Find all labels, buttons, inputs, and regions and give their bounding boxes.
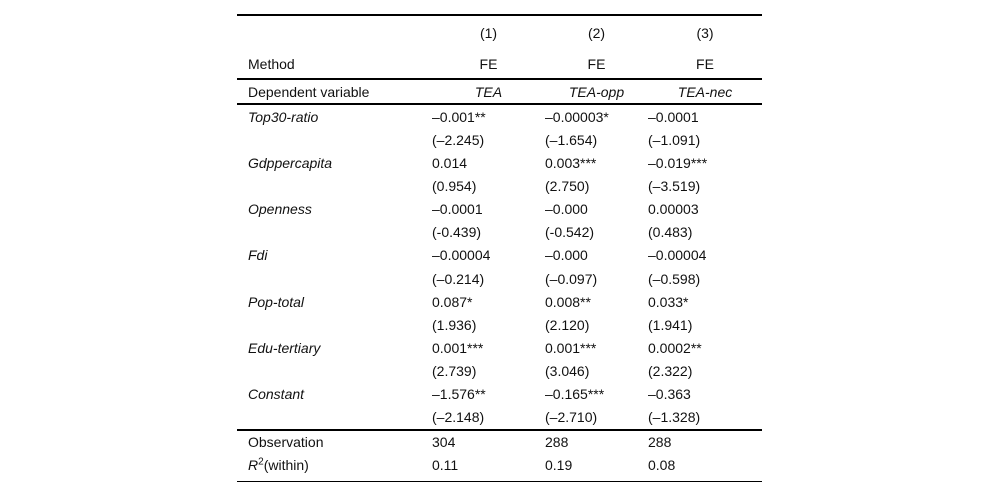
column-number-row: (1) (2) (3) [237,16,762,50]
variable-label: Openness [248,201,312,218]
variable-label: Gdppercapita [248,154,333,171]
table-row: (1.936) (2.120) (1.941) [237,313,762,336]
method-value: FE [587,56,606,72]
variable-label: Fdi [248,247,268,264]
method-label: Method [248,56,295,72]
top-rule [237,14,762,16]
r-squared-value: 0.11 [432,457,459,474]
table-row: Openness –0.0001 –0.000 0.00003 [237,198,762,221]
variable-label: Pop-total [248,293,305,310]
tstat-cell: (-0.542) [545,224,595,241]
footer-rule [237,428,762,431]
tstat-cell: (–2.148) [432,409,485,426]
coef-cell: –0.0001 [432,201,483,218]
observation-value: 288 [545,434,569,451]
dependent-variable-value: TEA [474,83,503,100]
coef-cell: 0.00003 [648,201,699,218]
table-row: Gdppercapita 0.014 0.003*** –0.019*** [237,151,762,174]
tstat-cell: (2.120) [545,316,590,333]
coef-cell: –0.363 [648,386,691,403]
observation-row: Observation 304 288 288 [237,431,762,454]
tstat-cell: (1.941) [648,316,693,333]
variable-label: Top30-ratio [248,108,319,125]
bottom-rule [237,480,762,483]
dependent-variable-value: TEA-nec [677,83,733,100]
table-row: (0.954) (2.750) (–3.519) [237,174,762,197]
method-value: FE [479,56,498,72]
tstat-cell: (-0.439) [432,224,482,241]
r-squared-label: R2(within) [237,457,432,473]
r-squared-value: 0.19 [545,457,573,474]
coef-cell: –0.000 [545,247,588,264]
table-row: (–2.148) (–2.710) (–1.328) [237,406,762,429]
coef-cell: –0.001** [432,108,486,125]
coef-cell: 0.008** [545,293,591,310]
column-number: (3) [696,25,714,41]
table-row: Top30-ratio –0.001** –0.00003* –0.0001 [237,105,762,128]
coef-cell: –0.019*** [648,154,708,171]
tstat-cell: (–2.245) [432,131,485,148]
tstat-cell: (2.750) [545,177,590,194]
tstat-cell: (–1.654) [545,131,598,148]
dependent-variable-row: Dependent variable TEA TEA-opp TEA-nec [237,80,762,103]
table-row: (–0.214) (–0.097) (–0.598) [237,267,762,290]
coef-cell: –1.576** [432,386,486,403]
observation-value: 304 [432,434,456,451]
coef-cell: –0.000 [545,201,588,218]
table-row: Constant –1.576** –0.165*** –0.363 [237,383,762,406]
r-squared-superscript: 2 [258,456,264,468]
column-number: (2) [587,25,606,41]
tstat-cell: (–0.214) [432,270,485,287]
coef-cell: 0.0002** [648,339,702,356]
tstat-cell: (–2.710) [545,409,598,426]
table-row: Fdi –0.00004 –0.000 –0.00004 [237,244,762,267]
tstat-cell: (0.954) [432,177,477,194]
variable-label: Edu-tertiary [248,339,321,356]
coef-cell: 0.001*** [432,339,484,356]
r-squared-value: 0.08 [648,457,676,474]
method-value: FE [696,56,714,72]
coef-cell: –0.00004 [432,247,491,264]
coef-cell: –0.00004 [648,247,707,264]
coef-cell: 0.087* [432,293,473,310]
tstat-cell: (–1.328) [648,409,701,426]
tstat-cell: (0.483) [648,224,693,241]
coef-cell: 0.001*** [545,339,597,356]
tstat-cell: (–3.519) [648,177,701,194]
dependent-variable-label: Dependent variable [248,83,370,100]
coef-cell: 0.033* [648,293,689,310]
tstat-cell: (3.046) [545,363,590,380]
table-row: (–2.245) (–1.654) (–1.091) [237,128,762,151]
coef-cell: 0.014 [432,154,468,171]
tstat-cell: (–1.091) [648,131,701,148]
tstat-cell: (2.322) [648,363,693,380]
method-row: Method FE FE FE [237,50,762,78]
tstat-cell: (–0.598) [648,270,701,287]
column-number: (1) [479,25,498,41]
dependent-variable-value: TEA-opp [568,83,625,100]
r-squared-suffix: (within) [263,457,309,474]
body-rule [237,103,762,105]
coef-cell: –0.165*** [545,386,605,403]
variable-label: Constant [248,386,305,403]
table-row: Edu-tertiary 0.001*** 0.001*** 0.0002** [237,336,762,359]
table-row: (2.739) (3.046) (2.322) [237,360,762,383]
table-row: Pop-total 0.087* 0.008** 0.033* [237,290,762,313]
tstat-cell: (2.739) [432,363,477,380]
header-rule [237,78,762,80]
tstat-cell: (–0.097) [545,270,598,287]
r-squared-symbol: R [248,457,259,474]
coef-cell: 0.003*** [545,154,597,171]
observation-value: 288 [648,434,672,451]
r-squared-row: R2(within) 0.11 0.19 0.08 [237,454,762,477]
tstat-cell: (1.936) [432,316,477,333]
regression-table: (1) (2) (3) Method FE FE FE Dependent va… [237,14,762,483]
observation-label: Observation [248,434,324,451]
table-row: (-0.439) (-0.542) (0.483) [237,221,762,244]
coef-cell: –0.00003* [545,108,609,125]
coef-cell: –0.0001 [648,108,699,125]
